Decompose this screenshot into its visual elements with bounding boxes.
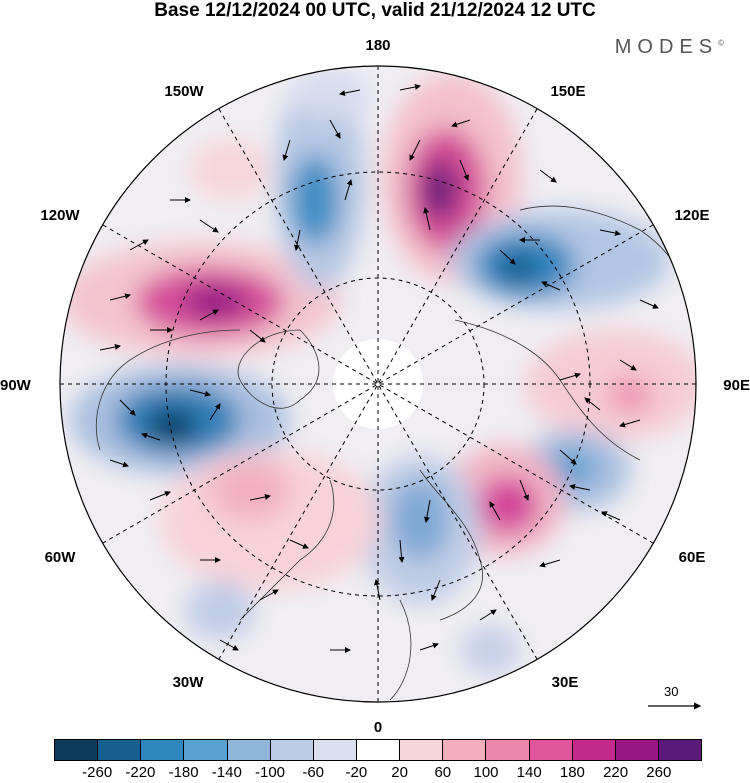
colorbar-swatch — [615, 740, 659, 760]
colorbar-swatch — [227, 740, 271, 760]
colorbar-tick-label: 140 — [516, 764, 542, 781]
colorbar-tick-label: -260 — [82, 764, 113, 781]
colorbar-swatch — [356, 740, 401, 760]
colorbar-swatch — [400, 740, 444, 760]
colorbar-tick-label: 20 — [391, 764, 408, 781]
colorbar-swatch — [443, 740, 487, 760]
copyright-mark: © — [718, 38, 724, 48]
colorbar-tick-label: -140 — [211, 764, 242, 781]
colorbar-swatch — [141, 740, 185, 760]
colorbar-tick-label: 260 — [646, 764, 672, 781]
lon-label-150w: 150W — [164, 83, 204, 100]
lon-label-0: 0 — [374, 719, 382, 736]
lon-label-120w: 120W — [40, 207, 80, 224]
colorbar-ticks: -260 -220 -180 -140 -100 -60 -20 20 60 100 140 180 2… — [54, 764, 702, 782]
brand-text: MODES — [614, 36, 719, 58]
modes-logo: MODES© — [615, 36, 724, 59]
colorbar-swatch — [486, 740, 530, 760]
colorbar-swatch — [98, 740, 142, 760]
reference-vector-label: 30 — [664, 684, 679, 699]
lon-label-60e: 60E — [679, 549, 706, 566]
colorbar-tick-label: 60 — [434, 764, 452, 781]
lon-label-30e: 30E — [552, 674, 579, 691]
colorbar-swatch — [658, 740, 702, 760]
colorbar-tick-label: 220 — [603, 764, 629, 781]
colorbar-swatch — [313, 740, 357, 760]
colorbar-tick-label: -60 — [302, 764, 325, 781]
lon-label-30w: 30W — [173, 674, 205, 691]
lon-label-90e: 90E — [723, 377, 750, 394]
colorbar-tick-label: 180 — [559, 764, 585, 781]
colorbar-tick-label: 100 — [473, 764, 499, 781]
colorbar-swatch — [270, 740, 314, 760]
colorbar-tick-label: -20 — [345, 764, 368, 781]
colorbar-swatch — [184, 740, 228, 760]
colorbar-swatch — [55, 740, 99, 760]
colorbar-swatch — [529, 740, 573, 760]
lon-label-120e: 120E — [674, 207, 709, 224]
map-boundary — [59, 65, 697, 703]
colorbar — [54, 739, 702, 761]
colorbar-tick-label: -180 — [168, 764, 199, 781]
lon-label-180: 180 — [365, 37, 390, 54]
colorbar-tick-label: -100 — [254, 764, 286, 781]
lon-label-60w: 60W — [45, 549, 77, 566]
lon-label-150e: 150E — [550, 83, 585, 100]
graticule — [60, 66, 696, 702]
wind-vectors — [99, 84, 659, 653]
colorbar-tick-label: -220 — [125, 764, 156, 781]
map-title: Base 12/12/2024 00 UTC, valid 21/12/2024… — [154, 0, 596, 21]
colorbar-swatch — [572, 740, 616, 760]
lon-label-90w: 90W — [0, 377, 32, 394]
